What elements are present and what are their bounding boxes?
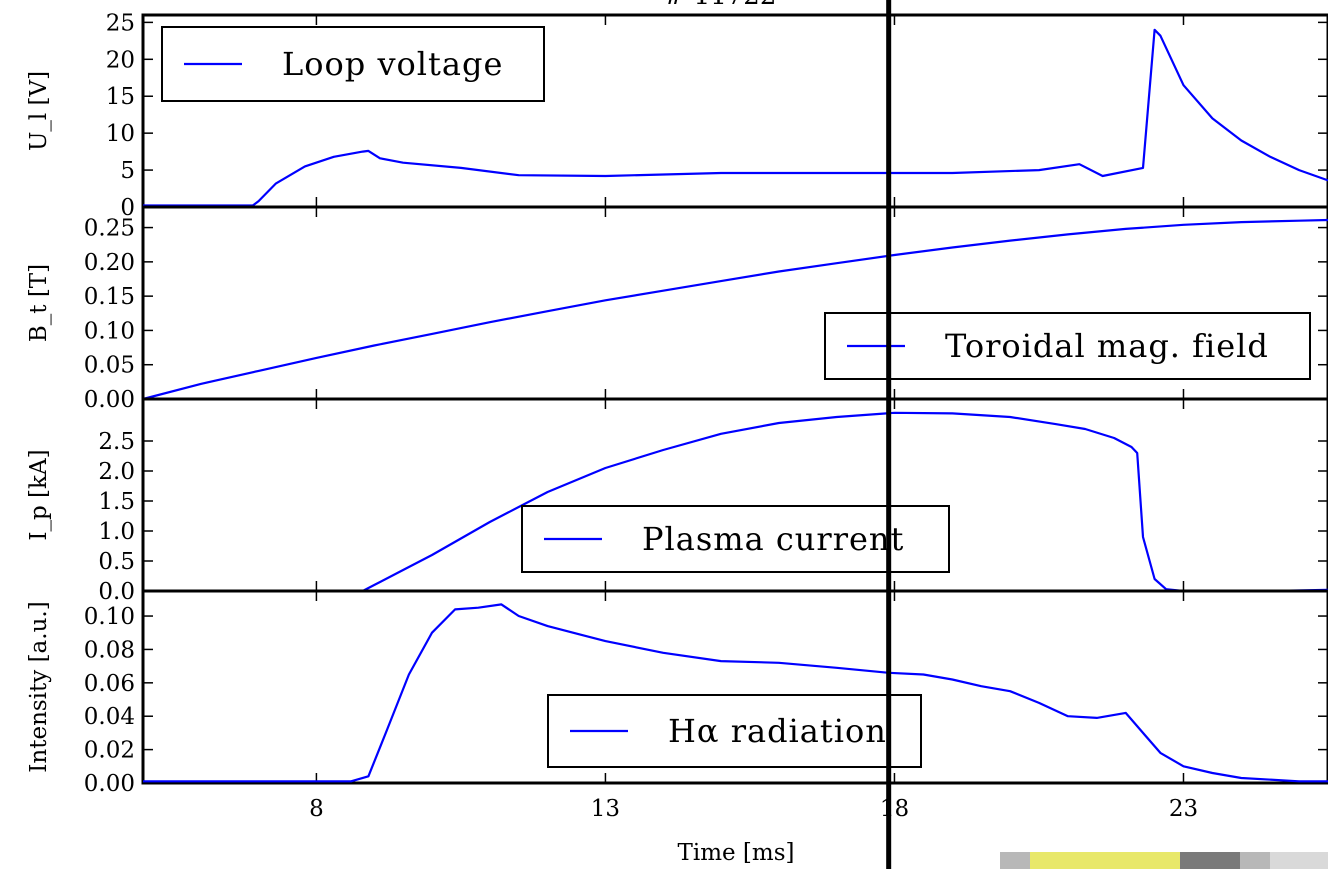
y-tick-label: 2.0 (98, 459, 135, 485)
corner-photo-fragment (1000, 852, 1328, 869)
y-tick-label: 20 (106, 47, 135, 73)
y-tick-label: 0.04 (84, 704, 135, 730)
y-tick-label: 0.10 (84, 604, 135, 630)
legend-label: Hα radiation (668, 712, 887, 750)
y-tick-label: 0.10 (84, 318, 135, 344)
y-tick-label: 0.05 (84, 353, 135, 379)
y-axis-label: B_t [T] (26, 264, 52, 342)
y-tick-label: 0.00 (84, 771, 135, 797)
y-axis-label: Intensity [a.u.] (26, 601, 52, 772)
x-axis-label: Time [ms] (678, 840, 795, 866)
legend-label: Loop voltage (282, 45, 503, 83)
series-line (143, 28, 1328, 207)
legend-box (824, 312, 1311, 380)
chart-title: # 11722 (664, 0, 777, 11)
y-tick-label: 5 (120, 158, 135, 184)
y-tick-label: 0.5 (98, 549, 135, 575)
panel-toroidal-field: 0.00 0.05 0.10 0.15 0.20 0.25 B_t [T] Toroidal … (26, 205, 1328, 413)
panel-plasma-current: 0.0 0.5 1.0 1.5 2.0 2.5 I_p [kA] Plasma current (26, 397, 1328, 605)
y-tick-label: 25 (106, 10, 135, 36)
legend-label: Toroidal mag. field (945, 327, 1269, 365)
panel-loop-voltage: 0 5 10 15 20 25 U_l [V] Loop voltage (26, 10, 1328, 221)
y-axis-label: U_l [V] (26, 71, 52, 151)
y-axis-label: I_p [kA] (26, 449, 52, 540)
y-tick-label: 0.00 (84, 387, 135, 413)
x-axis: 8 13 18 23 (309, 796, 1198, 822)
y-tick-label: 0 (120, 195, 135, 221)
y-tick-label: 2.5 (98, 429, 135, 455)
legend-label: Plasma current (642, 520, 904, 558)
y-tick-label: 1.0 (98, 519, 135, 545)
y-tick-label: 10 (106, 121, 135, 147)
x-tick-label: 23 (1169, 796, 1198, 822)
panel-h-alpha: 0.00 0.02 0.04 0.06 0.08 0.10 Intensity [a.u.]… (26, 589, 1328, 797)
panel-frame (141, 589, 1328, 785)
y-tick-label: 0.15 (84, 284, 135, 310)
y-tick-label: 0.20 (84, 250, 135, 276)
x-tick-label: 8 (309, 796, 324, 822)
y-tick-label: 1.5 (98, 489, 135, 515)
y-tick-label: 0.0 (98, 579, 135, 605)
y-tick-label: 0.25 (84, 216, 135, 242)
y-tick-label: 0.06 (84, 671, 135, 697)
series-line (143, 603, 1328, 783)
series-line (142, 218, 1328, 401)
series-line (143, 411, 1328, 593)
y-tick-label: 0.02 (84, 738, 135, 764)
y-tick-label: 0.08 (84, 637, 135, 663)
x-tick-label: 18 (880, 796, 909, 822)
x-tick-label: 13 (591, 796, 620, 822)
y-tick-label: 15 (106, 84, 135, 110)
